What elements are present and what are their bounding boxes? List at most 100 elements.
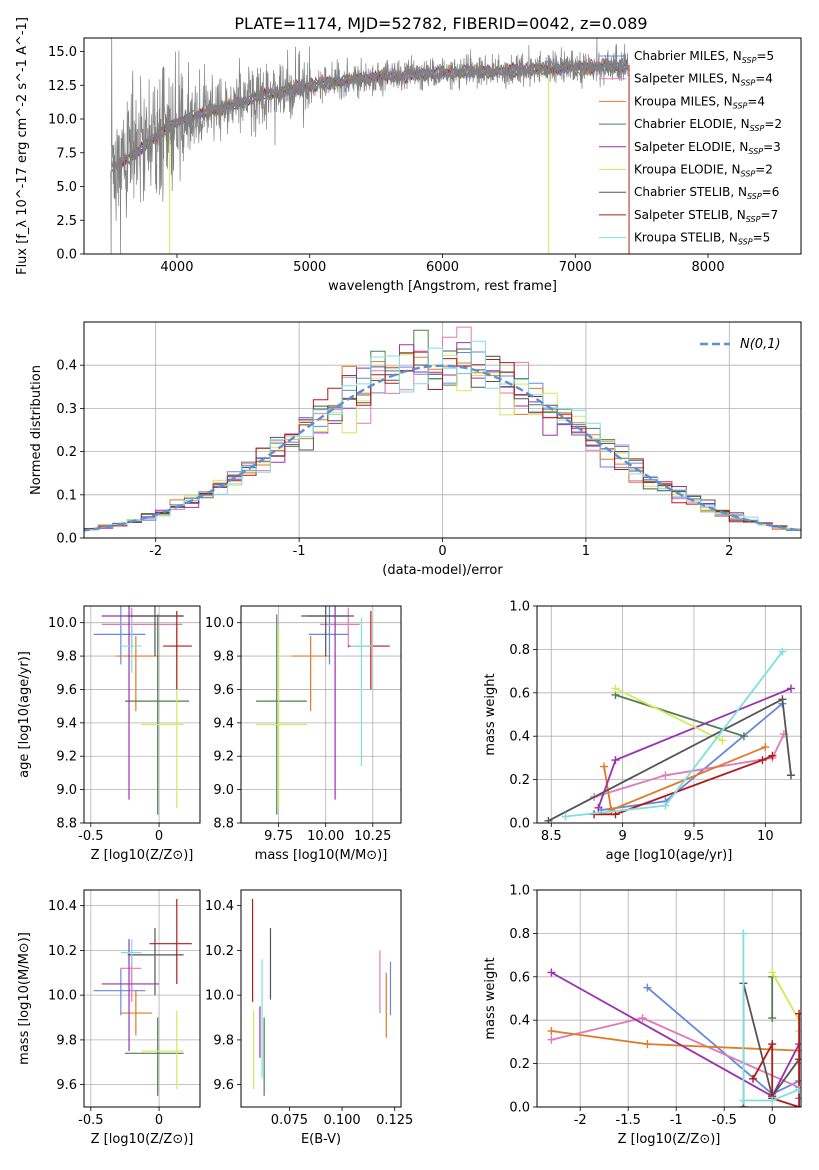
y-tick-label: 8.8 [56, 817, 77, 832]
age_vs_mass-frame [240, 605, 402, 824]
mass_vs_ebv-points [251, 898, 392, 1096]
y-tick-label: 0.0 [509, 817, 530, 832]
weight-marker [638, 1014, 647, 1023]
y-tick-label: 10.4 [205, 899, 234, 914]
massweight_vs_age-frame [536, 605, 802, 824]
y-tick-label: 0.6 [509, 686, 530, 701]
legend-entry: N(0,1) [740, 337, 781, 352]
x-axis-label: mass [log10(M/M⊙)] [255, 848, 388, 863]
weight-marker [561, 812, 570, 821]
x-axis-label: (data-model)/error [382, 563, 503, 578]
x-tick-label: 10.25 [354, 829, 391, 844]
y-axis-label: mass weight [483, 673, 498, 755]
massweight_vs_age-axes: 8.5 9 9.5 10 0.0 0.2 0.4 0.6 0.8 1.0 age [log10(ag… [483, 600, 801, 863]
spectrum-lines [110, 38, 630, 254]
x-tick-label: 0.100 [323, 1113, 360, 1128]
y-tick-label: 0.4 [509, 1014, 530, 1029]
y-tick-label: 8.8 [213, 817, 234, 832]
legend-entry: Salpeter STELIB, NSSP=7 [634, 208, 778, 224]
massweight_vs_Z-axes: -2 -1.5 -1 -0.5 0 0.0 0.2 0.4 0.6 0.8 1.0 Z [log10(… [483, 884, 801, 1147]
x-axis-label: Z [log10(Z/Z⊙)] [91, 1132, 194, 1147]
weight-marker [607, 805, 616, 814]
legend-entry: Kroupa MILES, NSSP=4 [634, 94, 765, 110]
age_vs_Z-frame [83, 605, 201, 824]
histogram-legend: N(0,1) [700, 337, 781, 352]
y-tick-label: 0.2 [509, 773, 530, 788]
weight-marker [739, 929, 748, 938]
weight-marker [547, 968, 556, 977]
spectrum-frame [83, 37, 802, 255]
weight-marker [547, 1035, 556, 1044]
y-tick-label: 9.6 [56, 1078, 77, 1093]
weight-marker [787, 771, 796, 780]
y-tick-label: 1.0 [509, 884, 530, 899]
weight-line-7 [594, 754, 773, 816]
chart-layer: 4000 5000 6000 7000 80000.02.55.07.510.012.5… [15, 17, 802, 1147]
y-tick-label: 12.5 [48, 79, 77, 94]
weight-line-2 [551, 1030, 800, 1052]
weight-marker [768, 1096, 777, 1105]
x-axis-label: wavelength [Angstrom, rest frame] [328, 279, 557, 294]
weight-marker [600, 762, 609, 771]
y-tick-label: 9.8 [56, 650, 77, 665]
y-tick-label: 9.8 [213, 1033, 234, 1048]
x-axis-label: age [log10(age/yr)] [606, 848, 733, 863]
y-axis-label: age [log10(age/yr)] [17, 651, 32, 778]
weight-marker [661, 771, 670, 780]
weight-marker [643, 1040, 652, 1049]
y-tick-label: 9.8 [213, 650, 234, 665]
y-tick-label: 0.0 [56, 248, 77, 263]
y-tick-label: 10.4 [48, 899, 77, 914]
weight-marker [611, 684, 620, 693]
x-tick-label: 8000 [692, 260, 725, 275]
y-tick-label: 0.0 [509, 1101, 530, 1116]
y-tick-label: 7.5 [56, 146, 77, 161]
y-tick-label: 10.2 [48, 944, 77, 959]
weight-marker [768, 968, 777, 977]
massweight_vs_Z-frame [536, 889, 802, 1108]
y-tick-label: 9.2 [213, 750, 234, 765]
legend-entry: Salpeter ELODIE, NSSP=3 [634, 140, 781, 156]
spectrum-observed [110, 38, 629, 254]
weight-marker [718, 736, 727, 745]
y-tick-label: 10.0 [48, 113, 77, 128]
y-tick-label: 0.4 [509, 730, 530, 745]
spectrum-legend: Chabrier MILES, NSSP=5 Salpeter MILES, NS… [599, 49, 782, 247]
legend-entry: Salpeter MILES, NSSP=4 [634, 72, 773, 88]
x-tick-label: -2 [149, 544, 162, 559]
x-tick-label: 6000 [426, 260, 459, 275]
weight-marker [611, 756, 620, 765]
weight-marker [795, 1085, 801, 1094]
weight-marker [758, 756, 767, 765]
x-tick-label: -1 [293, 544, 306, 559]
y-tick-label: 0.8 [509, 927, 530, 942]
x-tick-label: 9.75 [264, 829, 293, 844]
y-tick-label: 10.0 [205, 616, 234, 631]
y-tick-label: 9.4 [213, 716, 234, 731]
x-tick-label: 9.5 [684, 829, 705, 844]
x-axis-label: E(B-V) [301, 1132, 341, 1147]
y-tick-label: 0.6 [509, 970, 530, 985]
y-tick-label: 0.2 [56, 445, 77, 460]
x-tick-label: -0.5 [712, 1113, 737, 1128]
residuals-axes: -2 -1 0 1 2 0.0 0.1 0.2 0.3 0.4 (data-model)/error… [29, 322, 801, 578]
weight-marker [739, 732, 748, 741]
y-axis-label: Flux [f_λ 10^-17 erg cm^-2 s^-1 A^-1] [15, 17, 30, 275]
y-tick-label: 0.3 [56, 402, 77, 417]
weight-line-4 [550, 971, 800, 1098]
y-tick-label: 9.6 [213, 683, 234, 698]
weight-line-5 [771, 972, 800, 1031]
massweight_vs_age-series [544, 647, 796, 823]
x-tick-label: 1 [582, 544, 590, 559]
y-tick-label: 10.0 [48, 616, 77, 631]
histogram-frame [83, 321, 802, 539]
y-tick-label: 9.0 [56, 783, 77, 798]
figure-title: PLATE=1174, MJD=52782, FIBERID=0042, z=0… [234, 14, 647, 33]
weight-marker [778, 647, 787, 656]
y-tick-label: 9.6 [213, 1078, 234, 1093]
mass_vs_ebv-axes: 0.075 0.100 0.125 9.6 9.8 10.0 10.2 10.4 E(B-V) [205, 899, 413, 1147]
weight-marker [787, 684, 796, 693]
weight-marker [749, 1074, 757, 1083]
y-tick-label: 2.5 [56, 214, 77, 229]
y-tick-label: 0.2 [509, 1057, 530, 1072]
